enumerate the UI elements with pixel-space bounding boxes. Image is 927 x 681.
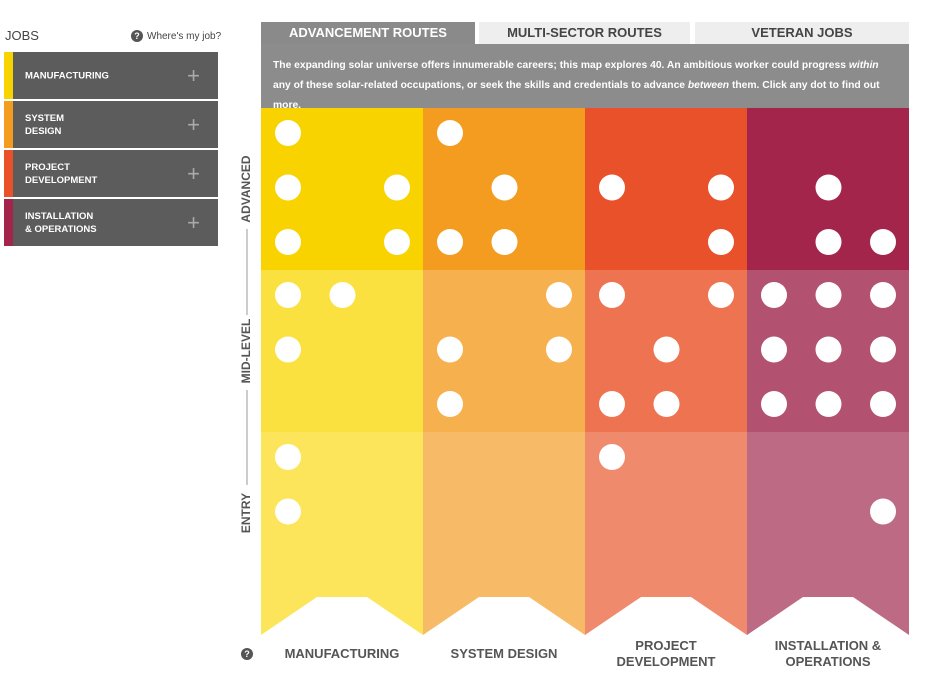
job-category-label: INSTALLATION & OPERATIONS [25,210,97,235]
job-dot[interactable] [870,391,896,417]
job-dot[interactable] [437,120,463,146]
help-icon: ? [131,30,143,42]
job-dot[interactable] [275,498,301,525]
jobs-title: JOBS [5,28,39,43]
job-dot[interactable] [815,282,842,308]
job-dot[interactable] [329,282,356,308]
description-text: The expanding solar universe offers innu… [273,60,849,71]
description-text: them. Click any dot to find out more. [273,80,880,111]
job-dot[interactable] [653,336,680,363]
job-dot[interactable] [275,229,301,255]
job-dot[interactable] [815,229,842,255]
job-dot[interactable] [653,391,680,417]
job-dot[interactable] [437,336,463,363]
job-dot[interactable] [761,391,787,417]
job-dot[interactable] [275,444,301,470]
grid-cell [261,432,423,635]
column-label: INSTALLATION & OPERATIONS [774,638,882,669]
job-dot[interactable] [437,229,463,255]
job-category[interactable]: MANUFACTURING + [4,52,218,99]
job-category[interactable]: SYSTEM DESIGN + [4,101,218,148]
job-category-label: SYSTEM DESIGN [25,112,65,137]
expand-icon[interactable]: + [187,209,200,235]
tab[interactable]: VETERAN JOBS [695,22,909,44]
job-dot[interactable] [708,174,734,201]
level-label: ADVANCED [239,155,253,222]
column-label: MANUFACTURING [284,646,400,661]
job-dot[interactable] [870,282,896,308]
job-dot[interactable] [708,229,734,255]
job-dot[interactable] [275,174,301,201]
job-dot[interactable] [815,336,842,363]
job-dot[interactable] [546,282,572,308]
color-bar [4,150,13,197]
job-dot[interactable] [870,336,896,363]
job-dot[interactable] [599,444,625,470]
job-category-label: MANUFACTURING [25,70,109,81]
job-dot[interactable] [599,174,625,201]
column-label: PROJECT DEVELOPMENT [616,638,716,669]
expand-icon[interactable]: + [187,111,200,137]
job-dot[interactable] [708,282,734,308]
job-dot[interactable] [599,282,625,308]
job-dot[interactable] [275,120,301,146]
job-dot[interactable] [275,282,301,308]
tab[interactable]: ADVANCEMENT ROUTES [261,22,475,44]
color-bar [4,199,13,246]
column-label: SYSTEM DESIGN [450,646,558,661]
job-dot[interactable] [599,391,625,417]
job-dot[interactable] [761,282,787,308]
expand-icon[interactable]: + [187,62,200,88]
job-dot[interactable] [870,229,896,255]
job-dot[interactable] [384,229,410,255]
expand-icon[interactable]: + [187,160,200,186]
description: The expanding solar universe offers innu… [261,44,909,111]
color-bar [4,52,13,99]
grid-cell [747,432,909,635]
job-dot[interactable] [275,336,301,363]
color-bar [4,101,13,148]
job-dot[interactable] [815,174,842,201]
job-dot[interactable] [815,391,842,417]
job-dot[interactable] [546,336,572,363]
job-category[interactable]: PROJECT DEVELOPMENT + [4,150,218,197]
tab[interactable]: MULTI-SECTOR ROUTES [479,22,690,44]
job-dot[interactable] [870,498,896,525]
job-dot[interactable] [491,174,518,201]
job-dot[interactable] [437,391,463,417]
grid-cell [423,432,585,635]
help-text[interactable]: Where's my job? [147,30,222,42]
job-dot[interactable] [384,174,410,201]
description-text: between [687,80,730,91]
help-link[interactable]: ? Where's my job? [131,30,221,42]
job-category-label: PROJECT DEVELOPMENT [25,161,98,186]
level-label: ENTRY [239,493,253,533]
job-dot[interactable] [491,229,518,255]
level-label: MID-LEVEL [239,319,253,384]
job-category[interactable]: INSTALLATION & OPERATIONS + [4,199,218,246]
description-text: within [848,60,879,71]
grid-cell [585,432,747,635]
description-text: any of these solar-related occupations, … [273,80,688,91]
help-icon: ? [241,648,253,660]
job-dot[interactable] [761,336,787,363]
column-help[interactable]: ? [241,644,253,662]
